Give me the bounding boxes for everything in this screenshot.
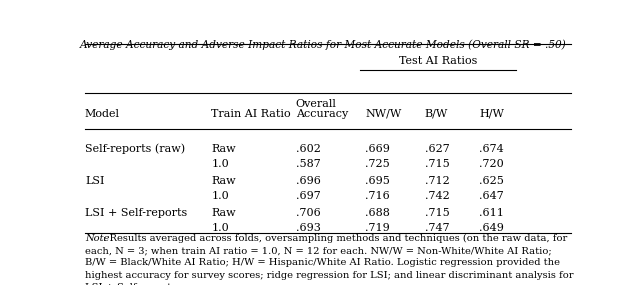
Text: highest accuracy for survey scores; ridge regression for LSI; and linear discrim: highest accuracy for survey scores; ridg… (85, 270, 573, 280)
Text: Raw: Raw (211, 176, 236, 186)
Text: Model: Model (85, 109, 120, 119)
Text: .747: .747 (425, 223, 449, 233)
Text: .695: .695 (365, 176, 390, 186)
Text: .742: .742 (425, 191, 449, 201)
Text: Overall: Overall (296, 99, 337, 109)
Text: Raw: Raw (211, 144, 236, 154)
Text: .669: .669 (365, 144, 390, 154)
Text: .696: .696 (296, 176, 321, 186)
Text: .611: .611 (479, 207, 504, 217)
Text: Raw: Raw (211, 207, 236, 217)
Text: .688: .688 (365, 207, 390, 217)
Text: 1.0: 1.0 (211, 191, 229, 201)
Text: .712: .712 (425, 176, 449, 186)
Text: LSI + Self-reports.: LSI + Self-reports. (85, 283, 179, 285)
Text: .706: .706 (296, 207, 321, 217)
Text: : Results averaged across folds, oversampling methods and techniques (on the raw: : Results averaged across folds, oversam… (103, 234, 568, 243)
Text: each, N = 3; when train AI ratio = 1.0, N = 12 for each. NW/W = Non-White/White : each, N = 3; when train AI ratio = 1.0, … (85, 247, 552, 255)
Text: .627: .627 (425, 144, 449, 154)
Text: .602: .602 (296, 144, 321, 154)
Text: .715: .715 (425, 159, 449, 169)
Text: .725: .725 (365, 159, 390, 169)
Text: Average Accuracy and Adverse Impact Ratios for Most Accurate Models (Overall SR : Average Accuracy and Adverse Impact Rati… (80, 40, 567, 50)
Text: .719: .719 (365, 223, 390, 233)
Text: 1.0: 1.0 (211, 159, 229, 169)
Text: B/W: B/W (425, 109, 448, 119)
Text: B/W = Black/White AI Ratio; H/W = Hispanic/White AI Ratio. Logistic regression p: B/W = Black/White AI Ratio; H/W = Hispan… (85, 258, 560, 268)
Text: .674: .674 (479, 144, 504, 154)
Text: Self-reports (raw): Self-reports (raw) (85, 144, 185, 154)
Text: Note: Note (85, 234, 109, 243)
Text: .587: .587 (296, 159, 321, 169)
Text: .720: .720 (479, 159, 504, 169)
Text: Test AI Ratios: Test AI Ratios (399, 56, 477, 66)
Text: .716: .716 (365, 191, 390, 201)
Text: .649: .649 (479, 223, 504, 233)
Text: .715: .715 (425, 207, 449, 217)
Text: LSI: LSI (85, 176, 104, 186)
Text: LSI + Self-reports: LSI + Self-reports (85, 207, 188, 217)
Text: Accuracy: Accuracy (296, 109, 348, 119)
Text: NW/W: NW/W (365, 109, 401, 119)
Text: .625: .625 (479, 176, 504, 186)
Text: .647: .647 (479, 191, 504, 201)
Text: .697: .697 (296, 191, 321, 201)
Text: 1.0: 1.0 (211, 223, 229, 233)
Text: .693: .693 (296, 223, 321, 233)
Text: H/W: H/W (479, 109, 504, 119)
Text: Train AI Ratio: Train AI Ratio (211, 109, 291, 119)
